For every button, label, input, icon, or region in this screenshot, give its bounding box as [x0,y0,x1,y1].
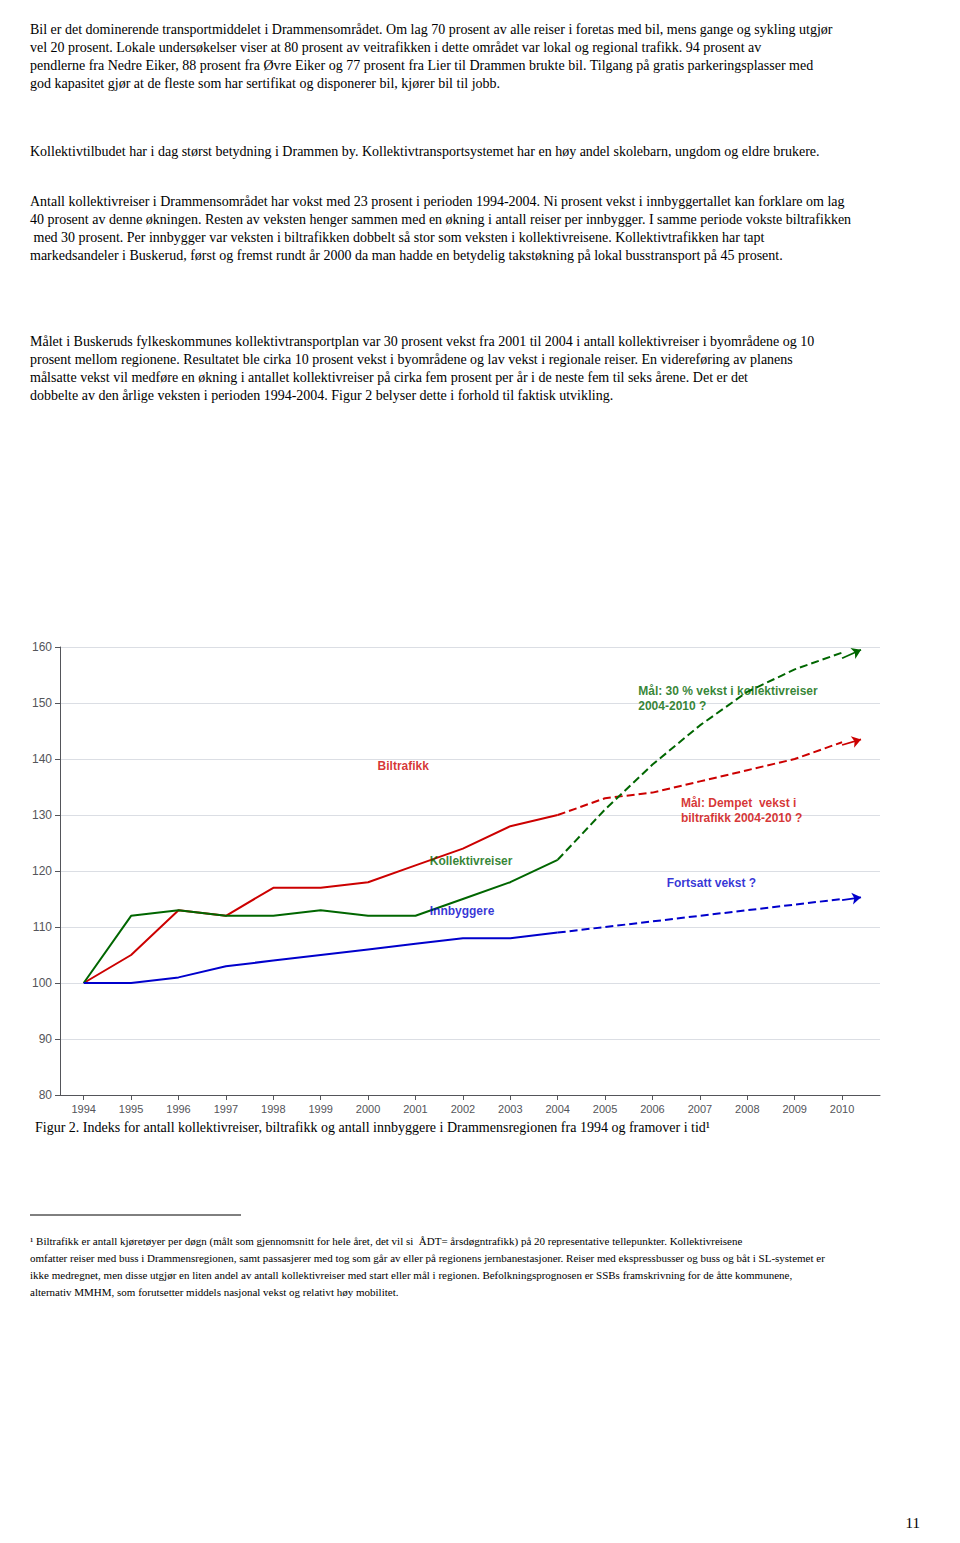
svg-text:biltrafikk 2004-2010 ?: biltrafikk 2004-2010 ? [681,811,802,825]
svg-text:2009: 2009 [782,1103,806,1115]
svg-text:Fortsatt vekst ?: Fortsatt vekst ? [667,876,756,890]
svg-text:1994: 1994 [71,1103,95,1115]
svg-text:2004-2010 ?: 2004-2010 ? [638,699,706,713]
svg-text:Innbyggere: Innbyggere [430,904,495,918]
svg-text:110: 110 [33,920,52,934]
svg-text:dobbelte av den årlige veksten: dobbelte av den årlige veksten i periode… [30,388,613,403]
svg-text:omfatter reiser med buss i Dra: omfatter reiser med buss i Drammensregio… [30,1252,828,1264]
svg-text:130: 130 [32,808,52,822]
svg-text:¹ Biltrafikk er antall kjøretø: ¹ Biltrafikk er antall kjøretøyer per dø… [30,1235,745,1248]
svg-text:160: 160 [32,640,52,654]
svg-text:1995: 1995 [119,1103,143,1115]
svg-text:120: 120 [32,864,52,878]
svg-text:Mål: 30 % vekst i kollektivrei: Mål: 30 % vekst i kollektivreiser [638,684,818,698]
svg-text:Kollektivreiser: Kollektivreiser [430,854,513,868]
svg-text:ikke medregnet, men disse utgj: ikke medregnet, men disse utgjør en lite… [30,1269,795,1281]
svg-text:Mål: Dempet vekst i: Mål: Dempet vekst i [681,796,796,810]
svg-text:Biltrafikk: Biltrafikk [378,759,430,773]
svg-text:2003: 2003 [498,1103,522,1115]
svg-text:Bil er det dominerende transpo: Bil er det dominerende transportmiddelet… [30,22,836,37]
svg-text:Kollektivtilbudet har i dag st: Kollektivtilbudet har i dag størst betyd… [30,144,820,159]
svg-text:2007: 2007 [688,1103,712,1115]
svg-text:målsatte vekst vil medføre en: målsatte vekst vil medføre en økning i a… [30,370,752,385]
svg-text:Antall kollektivreiser i Dramm: Antall kollektivreiser i Drammensområdet… [30,194,848,209]
svg-text:pendlerne fra Nedre Eiker, 88: pendlerne fra Nedre Eiker, 88 prosent fr… [30,58,817,73]
svg-text:2004: 2004 [545,1103,569,1115]
svg-text:prosent mellom regionene. Resu: prosent mellom regionene. Resultatet ble… [30,352,796,367]
svg-text:med 30 prosent. Per innbygger: med 30 prosent. Per innbygger var vekste… [30,230,768,245]
svg-text:Målet i Buskeruds fylkeskommun: Målet i Buskeruds fylkeskommunes kollekt… [30,334,818,349]
svg-text:2006: 2006 [640,1103,664,1115]
svg-text:140: 140 [32,752,52,766]
svg-text:100: 100 [32,976,52,990]
svg-text:2010: 2010 [830,1103,854,1115]
svg-text:40 prosent av denne økningen.: 40 prosent av denne økningen. Resten av … [30,212,851,227]
svg-text:2008: 2008 [735,1103,759,1115]
svg-text:1998: 1998 [261,1103,285,1115]
svg-text:Figur 2. Indeks for antall kol: Figur 2. Indeks for antall kollektivreis… [35,1120,710,1135]
svg-text:2005: 2005 [593,1103,617,1115]
svg-text:2001: 2001 [403,1103,427,1115]
svg-text:2002: 2002 [451,1103,475,1115]
svg-text:god kapasitet gjør at de flest: god kapasitet gjør at de fleste som har … [30,76,500,91]
svg-text:vel 20 prosent. Lokale undersø: vel 20 prosent. Lokale undersøkelser vis… [30,40,765,55]
svg-text:90: 90 [39,1032,53,1046]
svg-text:1997: 1997 [214,1103,238,1115]
svg-text:150: 150 [32,696,52,710]
svg-text:markedsandeler i Buskerud, før: markedsandeler i Buskerud, først og frem… [30,248,783,263]
svg-text:11: 11 [906,1515,920,1531]
svg-text:alternativ MMHM, som forutsett: alternativ MMHM, som forutsetter middels… [30,1286,399,1298]
svg-text:80: 80 [39,1088,53,1102]
svg-text:2000: 2000 [356,1103,380,1115]
svg-text:1996: 1996 [166,1103,190,1115]
svg-text:1999: 1999 [308,1103,332,1115]
